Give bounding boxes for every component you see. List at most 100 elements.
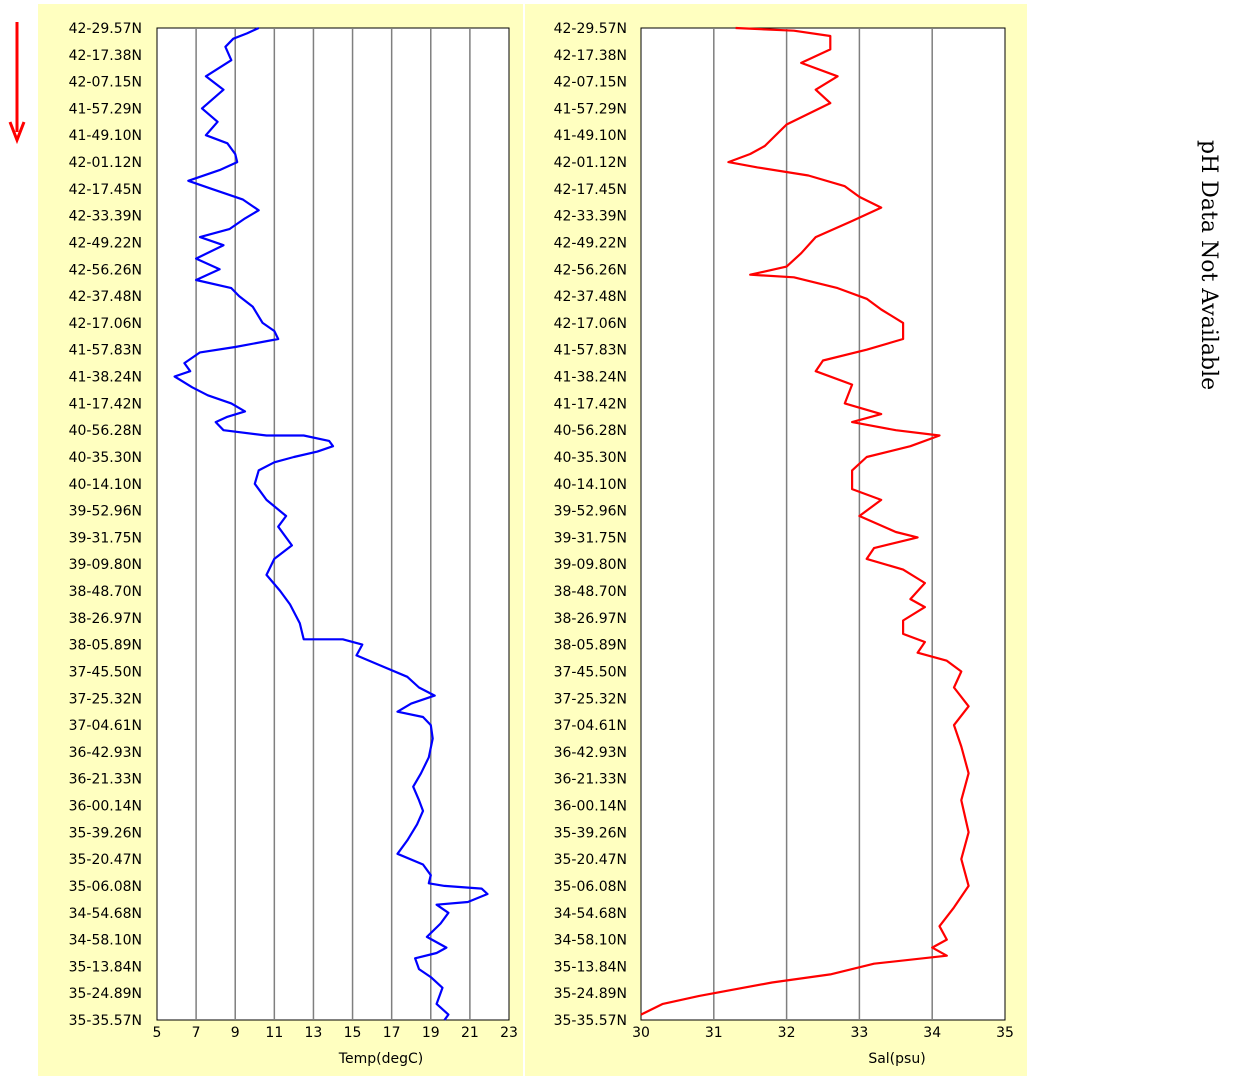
temp-y-tick-label: 36-00.14N <box>69 799 142 815</box>
temp-x-tick-label: 7 <box>192 1025 201 1041</box>
temp-y-tick-label: 42-17.45N <box>69 182 142 198</box>
temp-y-tick-label: 35-39.26N <box>69 825 142 841</box>
temp-y-tick-label: 40-35.30N <box>69 450 142 466</box>
temp-x-tick-label: 23 <box>500 1025 518 1041</box>
sal-y-tick-label: 35-39.26N <box>554 825 627 841</box>
temp-x-tick-label: 21 <box>461 1025 479 1041</box>
sal-y-tick-label: 42-17.38N <box>554 48 627 64</box>
temp-y-tick-label: 37-04.61N <box>69 718 142 734</box>
sal-y-tick-label: 39-52.96N <box>554 504 627 520</box>
temp-y-tick-label: 39-09.80N <box>69 557 142 573</box>
salinity-series-line <box>640 26 970 1016</box>
down-arrow-icon <box>8 22 26 145</box>
temp-y-tick-label: 39-52.96N <box>69 504 142 520</box>
temp-y-tick-label: 41-17.42N <box>69 396 142 412</box>
temp-y-tick-label: 41-57.29N <box>69 101 142 117</box>
temp-y-tick-label: 41-57.83N <box>69 343 142 359</box>
temperature-chart: 42-29.57N 42-17.38N 42-07.15N 41-57.29N 41-4… <box>38 4 523 1076</box>
sal-y-tick-label: 35-35.57N <box>554 1013 627 1029</box>
temp-y-tick-label: 42-33.39N <box>69 209 142 225</box>
sal-y-tick-label: 41-38.24N <box>554 370 627 386</box>
sal-y-tick-label: 34-54.68N <box>554 906 627 922</box>
ph-unavailable-note: pH Data Not Available <box>1196 140 1221 391</box>
temp-y-tick-label: 42-01.12N <box>69 155 142 171</box>
sal-y-tick-label: 36-00.14N <box>554 799 627 815</box>
sal-y-tick-label: 40-14.10N <box>554 477 627 493</box>
temp-y-tick-label: 36-21.33N <box>69 772 142 788</box>
temp-y-tick-label: 39-31.75N <box>69 530 142 546</box>
temp-y-tick-label: 38-48.70N <box>69 584 142 600</box>
sal-y-tick-label: 42-17.06N <box>554 316 627 332</box>
sal-x-tick-label: 30 <box>632 1025 650 1041</box>
salinity-chart: 42-29.57N 42-17.38N 42-07.15N 41-57.29N 41-4… <box>525 4 1027 1076</box>
salinity-plot-area <box>640 27 1006 1021</box>
sal-y-tick-label: 42-17.45N <box>554 182 627 198</box>
temp-x-tick-label: 9 <box>231 1025 240 1041</box>
sal-y-tick-label: 42-07.15N <box>554 75 627 91</box>
temp-y-tick-label: 42-07.15N <box>69 75 142 91</box>
sal-y-tick-label: 38-26.97N <box>554 611 627 627</box>
sal-y-tick-label: 35-06.08N <box>554 879 627 895</box>
temp-x-tick-label: 15 <box>344 1025 362 1041</box>
temp-y-tick-label: 35-06.08N <box>69 879 142 895</box>
temp-y-tick-label: 41-49.10N <box>69 128 142 144</box>
sal-y-tick-label: 38-05.89N <box>554 638 627 654</box>
temp-y-tick-label: 42-49.22N <box>69 235 142 251</box>
temp-y-tick-label: 42-56.26N <box>69 262 142 278</box>
temp-y-tick-label: 42-17.06N <box>69 316 142 332</box>
sal-x-tick-label: 35 <box>996 1025 1014 1041</box>
temp-y-tick-label: 37-25.32N <box>69 691 142 707</box>
temp-y-tick-label: 35-35.57N <box>69 1013 142 1029</box>
sal-y-tick-label: 40-35.30N <box>554 450 627 466</box>
temp-y-tick-label: 40-14.10N <box>69 477 142 493</box>
sal-y-tick-label: 37-25.32N <box>554 691 627 707</box>
sal-y-tick-label: 35-13.84N <box>554 959 627 975</box>
sal-y-tick-label: 42-37.48N <box>554 289 627 305</box>
sal-y-tick-label: 42-49.22N <box>554 235 627 251</box>
temperature-axis-title: Temp(degC) <box>338 1051 423 1067</box>
sal-y-tick-label: 37-04.61N <box>554 718 627 734</box>
temp-x-tick-label: 5 <box>153 1025 162 1041</box>
sal-y-tick-label: 42-29.57N <box>554 21 627 37</box>
sal-y-tick-label: 42-01.12N <box>554 155 627 171</box>
sal-y-tick-label: 36-21.33N <box>554 772 627 788</box>
temp-y-tick-label: 35-13.84N <box>69 959 142 975</box>
temp-y-tick-label: 42-29.57N <box>69 21 142 37</box>
temp-y-tick-label: 42-37.48N <box>69 289 142 305</box>
sal-y-tick-label: 36-42.93N <box>554 745 627 761</box>
temp-y-tick-label: 40-56.28N <box>69 423 142 439</box>
temp-y-tick-label: 38-05.89N <box>69 638 142 654</box>
sal-y-tick-label: 42-56.26N <box>554 262 627 278</box>
sal-y-tick-label: 42-33.39N <box>554 209 627 225</box>
temp-x-tick-label: 19 <box>422 1025 440 1041</box>
sal-y-tick-label: 41-17.42N <box>554 396 627 412</box>
sal-y-tick-label: 40-56.28N <box>554 423 627 439</box>
temp-y-tick-label: 34-58.10N <box>69 933 142 949</box>
sal-y-tick-label: 39-09.80N <box>554 557 627 573</box>
temp-y-tick-label: 37-45.50N <box>69 664 142 680</box>
sal-x-tick-label: 34 <box>923 1025 941 1041</box>
sal-x-tick-label: 33 <box>850 1025 868 1041</box>
temperature-plot-area <box>156 27 510 1021</box>
temp-x-tick-label: 17 <box>383 1025 401 1041</box>
sal-y-tick-label: 35-20.47N <box>554 852 627 868</box>
salinity-axis-title: Sal(psu) <box>868 1051 925 1067</box>
sal-y-tick-label: 41-57.83N <box>554 343 627 359</box>
temp-y-tick-label: 38-26.97N <box>69 611 142 627</box>
temp-y-tick-label: 35-20.47N <box>69 852 142 868</box>
temp-y-tick-label: 42-17.38N <box>69 48 142 64</box>
temp-y-tick-label: 36-42.93N <box>69 745 142 761</box>
sal-y-tick-label: 41-49.10N <box>554 128 627 144</box>
sal-y-tick-label: 38-48.70N <box>554 584 627 600</box>
sal-x-tick-label: 32 <box>778 1025 796 1041</box>
temp-y-tick-label: 35-24.89N <box>69 986 142 1002</box>
sal-y-tick-label: 35-24.89N <box>554 986 627 1002</box>
sal-y-tick-label: 41-57.29N <box>554 101 627 117</box>
sal-y-tick-label: 39-31.75N <box>554 530 627 546</box>
temperature-series-line <box>173 27 489 1021</box>
temp-y-tick-label: 34-54.68N <box>69 906 142 922</box>
sal-y-tick-label: 37-45.50N <box>554 664 627 680</box>
sal-x-tick-label: 31 <box>705 1025 723 1041</box>
temp-x-tick-label: 11 <box>265 1025 283 1041</box>
